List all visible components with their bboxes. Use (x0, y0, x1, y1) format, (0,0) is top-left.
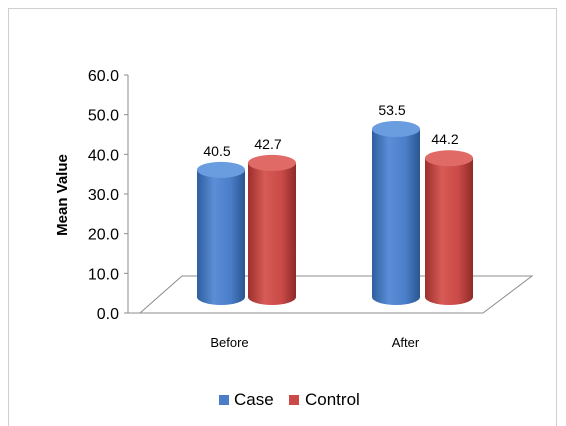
bar-top (248, 154, 296, 171)
legend-label-control: Control (305, 390, 360, 409)
y-tick-label: 40.0 (88, 147, 119, 164)
legend-swatch-case (219, 395, 229, 405)
chart-frame (8, 8, 557, 426)
legend: Case Control (219, 390, 360, 409)
bar-body (248, 162, 296, 305)
legend-swatch-control (289, 395, 299, 405)
bar-control-before (248, 154, 296, 305)
data-label: 44.2 (431, 131, 458, 147)
data-label: 40.5 (203, 143, 230, 159)
y-tick-label: 50.0 (88, 108, 119, 125)
bar-body (197, 169, 245, 305)
bar-body (372, 129, 420, 305)
bar-case-after (372, 121, 420, 305)
legend-label-case: Case (234, 390, 274, 409)
x-category-label: After (392, 335, 420, 350)
bar-top (372, 121, 420, 138)
y-tick-label: 20.0 (88, 227, 119, 244)
y-axis-ticks: 0.0 10.0 20.0 30.0 40.0 50.0 60.0 (88, 68, 128, 323)
data-label: 42.7 (254, 136, 281, 152)
data-label: 53.5 (378, 102, 405, 118)
bar-top (425, 150, 473, 167)
bars-group: 40.5 42.7 53.5 44.2 (197, 102, 473, 305)
y-tick-label: 30.0 (88, 187, 119, 204)
y-tick-label: 0.0 (97, 306, 119, 323)
y-tick-label: 60.0 (88, 68, 119, 85)
bar-top (197, 161, 245, 178)
x-category-label: Before (210, 335, 248, 350)
y-axis-label: Mean Value (54, 154, 71, 236)
bar-body (425, 158, 473, 305)
y-tick-label: 10.0 (88, 266, 119, 283)
category-labels: Before After (210, 335, 420, 350)
bar-case-before (197, 161, 245, 305)
bar-control-after (425, 150, 473, 305)
